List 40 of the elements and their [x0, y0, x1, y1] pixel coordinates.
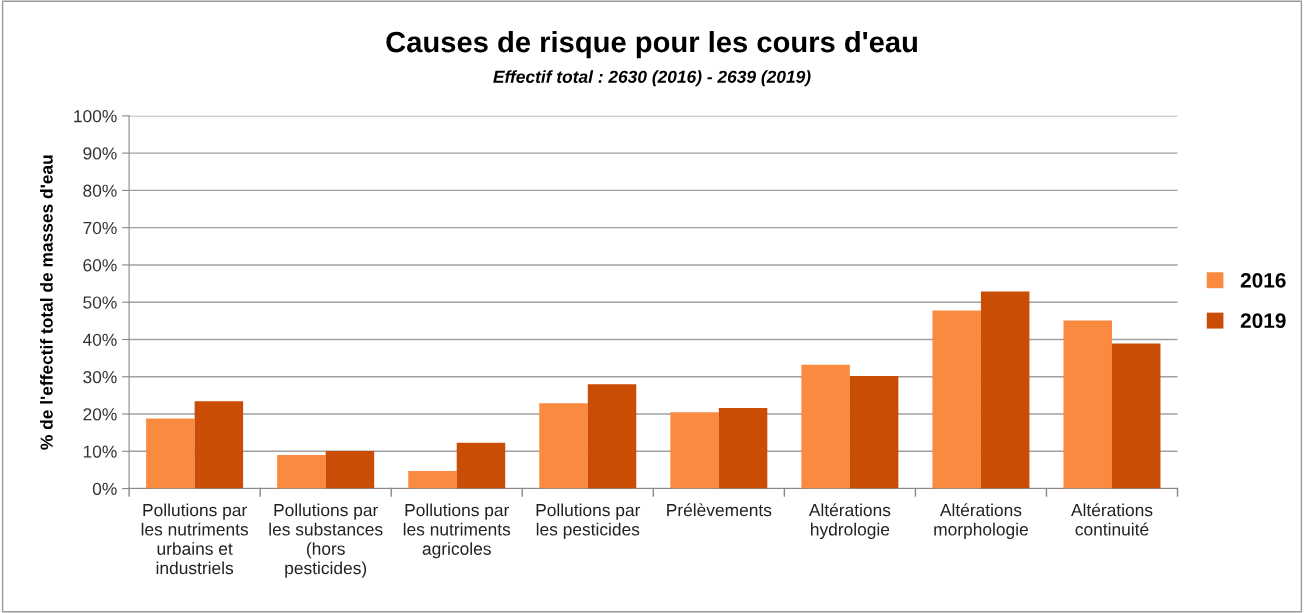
bar [456, 442, 506, 489]
chart-subtitle: Effectif total : 2630 (2016) - 2639 (2019) [493, 70, 811, 87]
y-tick-label: 60% [83, 259, 117, 272]
y-tick-label: 0% [92, 482, 117, 496]
bar [325, 450, 375, 489]
y-tick-label: 40% [82, 333, 117, 346]
bar [1111, 343, 1161, 489]
x-tick-label: Altérations continuité [1071, 503, 1153, 536]
y-tick-label: 50% [83, 296, 117, 309]
bar [980, 291, 1030, 489]
bar [932, 310, 981, 489]
bar [718, 408, 768, 489]
legend-label: 2019 [1240, 313, 1286, 329]
x-tick-label: Altérations hydrologie [808, 503, 891, 539]
x-tick-label: Pollutions par les nutriments agricoles [403, 503, 511, 559]
bar [194, 401, 244, 489]
legend-label: 2016 [1240, 272, 1286, 288]
y-tick-label: 20% [83, 408, 117, 421]
x-tick-label: Pollutions par les nutriments urbains et industriels [141, 503, 249, 575]
y-axis-title: % de l'effectif total de masses d'eau [40, 155, 53, 450]
y-tick-label: 10% [83, 445, 117, 458]
bar [146, 418, 195, 489]
bar [277, 455, 326, 489]
y-tick-label: 100% [74, 110, 117, 123]
x-tick-label: Altérations morphologie [934, 503, 1028, 539]
bar [801, 364, 850, 489]
bar [849, 376, 899, 489]
bar [539, 403, 588, 489]
x-tick-label: Pollutions par les substances (hors pesticides) [269, 503, 383, 578]
x-tick-label: Prélèvements [667, 503, 772, 517]
y-tick-label: 80% [83, 184, 117, 197]
bar [670, 412, 719, 489]
bar [408, 471, 457, 489]
y-tick-label: 90% [83, 147, 117, 160]
bar [1063, 320, 1112, 489]
bar [587, 384, 637, 489]
chart-title: Causes de risque pour les cours d'eau [386, 30, 917, 59]
y-tick-label: 70% [83, 221, 117, 235]
y-tick-label: 30% [83, 370, 117, 384]
x-tick-label: Pollutions par les pesticides [536, 503, 641, 539]
